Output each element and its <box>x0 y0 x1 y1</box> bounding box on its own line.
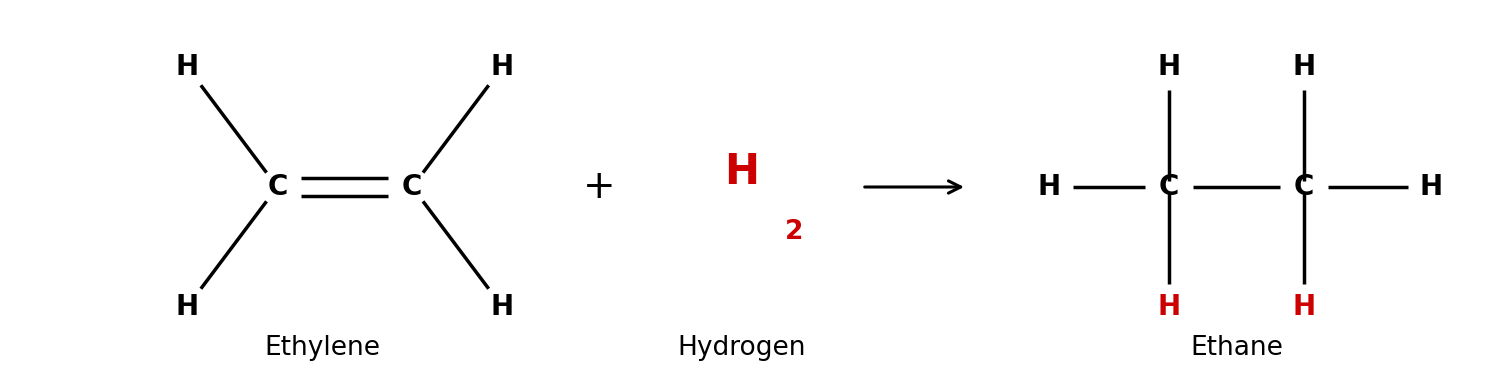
Text: +: + <box>583 168 616 206</box>
Text: C: C <box>1294 173 1315 201</box>
Text: H: H <box>1157 53 1181 81</box>
Text: H: H <box>175 53 199 81</box>
Text: Hydrogen: Hydrogen <box>678 335 806 361</box>
Text: H: H <box>175 293 199 321</box>
Text: C: C <box>267 173 288 201</box>
Text: Ethane: Ethane <box>1190 335 1283 361</box>
Text: H: H <box>1292 293 1316 321</box>
Text: H: H <box>490 293 514 321</box>
Text: H: H <box>724 151 760 193</box>
Text: H: H <box>1157 293 1181 321</box>
Text: Ethylene: Ethylene <box>264 335 381 361</box>
Text: 2: 2 <box>785 219 803 245</box>
Text: H: H <box>1037 173 1061 201</box>
Text: H: H <box>490 53 514 81</box>
Text: H: H <box>1292 53 1316 81</box>
Text: H: H <box>1420 173 1444 201</box>
Text: C: C <box>402 173 423 201</box>
Text: C: C <box>1159 173 1180 201</box>
